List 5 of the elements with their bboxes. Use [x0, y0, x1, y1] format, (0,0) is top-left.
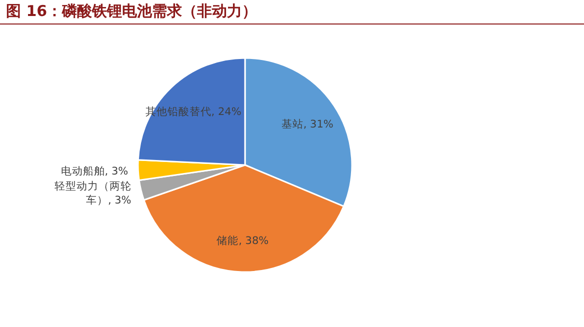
chart-title: 图 16：磷酸铁锂电池需求（非动力） [6, 2, 258, 20]
slice-label: 储能, 38% [216, 234, 269, 247]
slice-label: 电动船舶, 3% [60, 164, 128, 178]
slice-label: 轻型动力（两轮车）, 3% [54, 180, 132, 207]
slice-label: 基站, 31% [281, 118, 334, 131]
